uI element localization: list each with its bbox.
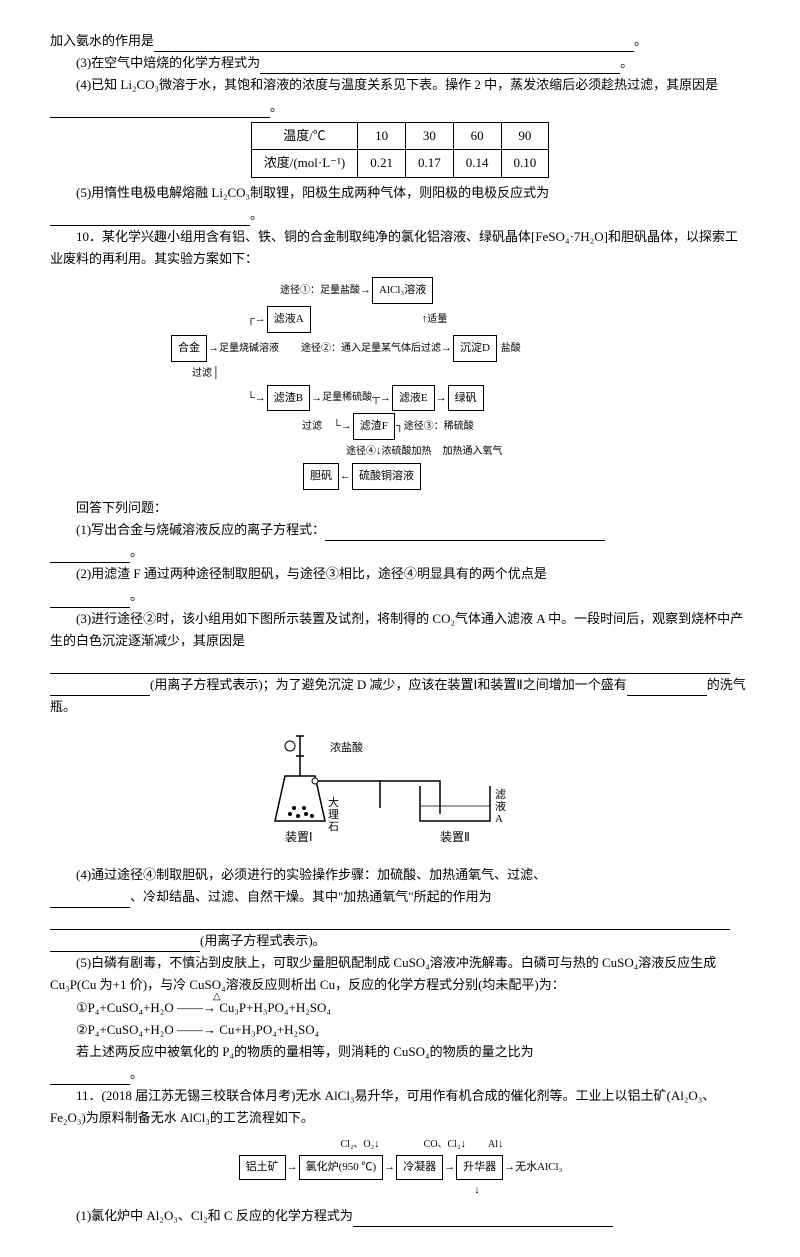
svg-text:石: 石 <box>328 821 339 833</box>
blank <box>50 913 730 930</box>
svg-text:液: 液 <box>495 799 506 813</box>
blank <box>325 524 605 541</box>
text: (5)白磷有剧毒，不慎沾到皮肤上，可取少量胆矾配制成 CuSO₄溶液冲洗解毒。白… <box>50 955 716 992</box>
text: (用离子方程式表示)。 <box>200 933 326 948</box>
blank <box>260 57 620 74</box>
text: (4)已知 Li₂CO₃微溶于水，其饱和溶液的浓度与温度关系见下表。操作 2 中… <box>76 77 718 92</box>
blank <box>154 35 634 52</box>
flowchart-q11: Cl₂、O₂↓ CO、Cl₂↓ Al↓ 铝土矿→氯化炉(950 ℃)→冷凝器→升… <box>50 1135 750 1199</box>
text: 11．(2018 届江苏无锡三校联合体月考)无水 AlCl₃易升华，可用作有机合… <box>50 1088 715 1125</box>
text: (4)通过途径④制取胆矾，必须进行的实验操作步骤：加硫酸、加热通氧气、过滤、 <box>76 867 546 882</box>
equation: ①P₄+CuSO₄+H₂O ——→△ Cu₃P+H₃PO₄+H₂SO₄ <box>76 1000 331 1015</box>
text: (3)进行途径②时，该小组用如下图所示装置及试剂，将制得的 CO₂气体通入滤液 … <box>50 611 743 648</box>
apparatus-diagram: 浓盐酸 大理石 滤液A 装置Ⅰ 装置Ⅱ <box>50 726 750 856</box>
blank <box>50 679 150 696</box>
text: (1)写出合金与烧碱溶液反应的离子方程式： <box>76 522 325 537</box>
equation: ②P₄+CuSO₄+H₂O ——→ Cu+H₃PO₄+H₂SO₄ <box>76 1022 319 1037</box>
blank <box>627 679 707 696</box>
text: (1)氯化炉中 Al₂O₃、Cl₂和 C 反应的化学方程式为 <box>76 1208 353 1223</box>
text: 加入氨水的作用是 <box>50 33 154 48</box>
text: 回答下列问题： <box>76 500 167 515</box>
blank <box>50 546 130 563</box>
svg-text:装置Ⅰ: 装置Ⅰ <box>285 830 313 844</box>
blank <box>50 891 130 908</box>
blank <box>50 209 250 226</box>
flowchart-q10: 途径①：足量盐酸→AlCl₃溶液 ┌→滤液A ↑适量 合金→足量烧碱溶液 途径②… <box>170 276 750 491</box>
text: 、冷却结晶、过滤、自然干燥。其中"加热通氧气"所起的作用为 <box>130 889 492 904</box>
text: (2)用滤渣 F 通过两种途径制取胆矾，与途径③相比，途径④明显具有的两个优点是 <box>76 566 547 581</box>
text: 若上述两反应中被氧化的 P₄的物质的量相等，则消耗的 CuSO₄的物质的量之比为 <box>76 1044 534 1059</box>
text: (用离子方程式表示)；为了避免沉淀 D 减少，应该在装置Ⅰ和装置Ⅱ之间增加一个盛… <box>150 677 627 692</box>
svg-text:A: A <box>495 813 503 825</box>
svg-text:装置Ⅱ: 装置Ⅱ <box>440 830 470 844</box>
text: (5)用惰性电极电解熔融 Li₂CO₃制取锂，阳极生成两种气体，则阳极的电极反应… <box>76 185 549 200</box>
temperature-table: 温度/℃10306090 浓度/(mol·L⁻¹)0.210.170.140.1… <box>251 122 550 177</box>
blank <box>50 101 270 118</box>
svg-text:浓盐酸: 浓盐酸 <box>330 740 363 754</box>
blank <box>50 657 730 674</box>
blank <box>353 1210 613 1227</box>
svg-text:大: 大 <box>328 795 339 809</box>
blank <box>50 1068 130 1085</box>
svg-text:滤: 滤 <box>495 788 506 801</box>
blank <box>50 591 130 608</box>
blank <box>50 935 200 952</box>
svg-text:理: 理 <box>328 808 339 821</box>
text: 10．某化学兴趣小组用含有铝、铁、铜的合金制取纯净的氯化铝溶液、绿矾晶体[FeS… <box>50 229 738 266</box>
text: (3)在空气中焙烧的化学方程式为 <box>76 55 260 70</box>
